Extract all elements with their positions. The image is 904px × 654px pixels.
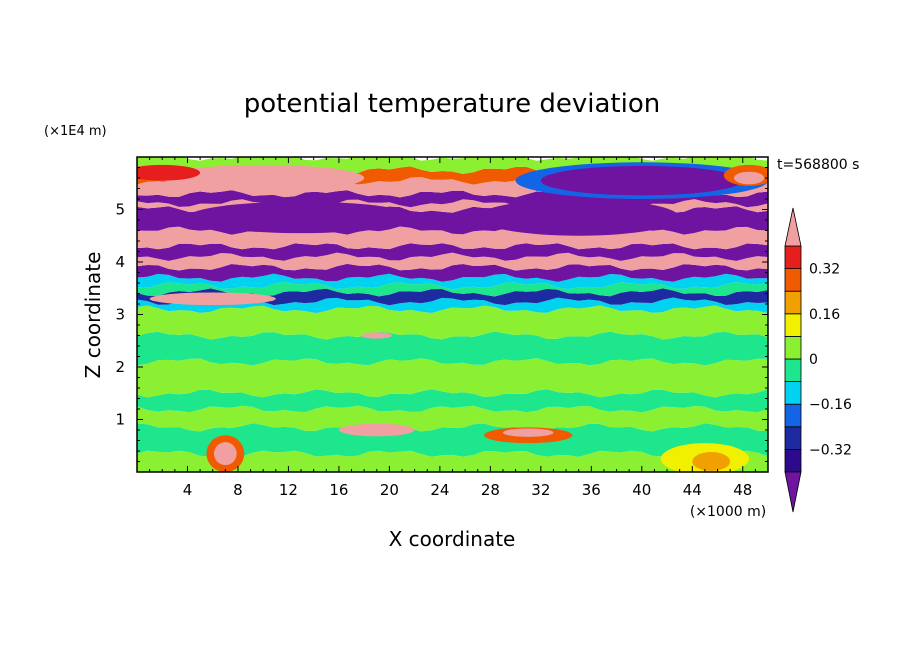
field-band	[137, 389, 768, 413]
colorbar-segment	[784, 268, 802, 292]
field-band	[137, 263, 768, 282]
colorbar-segment	[784, 426, 802, 450]
field-anomaly	[149, 292, 276, 306]
field-anomaly	[733, 171, 765, 185]
field-anomaly	[137, 164, 201, 181]
x-tick-label: 48	[733, 481, 752, 499]
y-unit-label: (×1E4 m)	[44, 124, 107, 139]
time-label: t=568800 s	[777, 157, 859, 173]
x-tick-label: 44	[683, 481, 702, 499]
field-band	[137, 252, 768, 271]
x-tick-label: 16	[329, 481, 348, 499]
field-anomaly	[477, 199, 680, 236]
field-anomaly	[502, 428, 554, 437]
y-tick-label: 5	[115, 201, 125, 219]
x-tick-label: 40	[632, 481, 651, 499]
colorbar-segment	[784, 290, 802, 315]
colorbar-segment	[784, 335, 802, 360]
colorbar-tick-label: 0.16	[809, 307, 840, 323]
colorbar-segment	[784, 448, 802, 473]
x-tick-label: 12	[279, 481, 298, 499]
field-band	[137, 423, 768, 457]
colorbar-segment	[784, 358, 802, 383]
field-band	[137, 288, 768, 306]
field-band	[137, 282, 768, 297]
x-tick-label: 8	[233, 481, 243, 499]
x-tick-label: 36	[582, 481, 601, 499]
field-anomaly	[361, 332, 392, 339]
y-tick-label: 3	[115, 306, 125, 324]
field-band	[137, 331, 768, 366]
y-tick-label: 2	[115, 358, 125, 376]
colorbar-over-arrow	[784, 207, 802, 247]
colorbar-segment	[784, 245, 802, 270]
field-band	[137, 450, 768, 472]
field-band	[137, 305, 768, 340]
field-band	[137, 273, 768, 290]
field-anomaly	[213, 442, 237, 466]
colorbar-segment	[784, 381, 802, 405]
x-unit-label: (×1000 m)	[690, 504, 766, 520]
field-band	[137, 405, 768, 432]
field-anomaly	[187, 201, 415, 234]
x-axis-label: X coordinate	[389, 527, 516, 551]
field-anomaly	[338, 423, 415, 437]
temperature-field	[137, 157, 768, 472]
field-band	[137, 297, 768, 314]
x-tick-label: 20	[380, 481, 399, 499]
x-axis: 4 8 12 16 20 24 28 32 36 40 44 48	[149, 157, 756, 499]
colorbar: 0.32 0.16 0 −0.16 −0.32	[784, 207, 852, 513]
field-anomaly	[540, 165, 743, 196]
colorbar-segment	[784, 403, 802, 428]
colorbar-tick-label: −0.32	[809, 442, 852, 458]
y-axis: 1 2 3 4 5	[115, 167, 768, 462]
colorbar-under-arrow	[784, 471, 802, 513]
x-tick-label: 28	[481, 481, 500, 499]
y-tick-label: 1	[115, 411, 125, 429]
colorbar-tick-label: 0	[809, 352, 818, 368]
colorbar-tick-label: 0.32	[809, 262, 840, 278]
colorbar-tick-label: −0.16	[809, 397, 852, 413]
field-anomaly	[692, 452, 731, 471]
x-tick-label: 4	[183, 481, 193, 499]
x-tick-label: 24	[430, 481, 449, 499]
colorbar-segment	[784, 313, 802, 337]
y-axis-label: Z coordinate	[81, 252, 105, 379]
field-anomaly	[162, 164, 365, 192]
chart-title: potential temperature deviation	[244, 89, 660, 119]
field-band	[137, 157, 768, 174]
field-band	[137, 358, 768, 398]
x-tick-label: 32	[531, 481, 550, 499]
field-band	[137, 243, 768, 261]
y-tick-label: 4	[115, 253, 125, 271]
